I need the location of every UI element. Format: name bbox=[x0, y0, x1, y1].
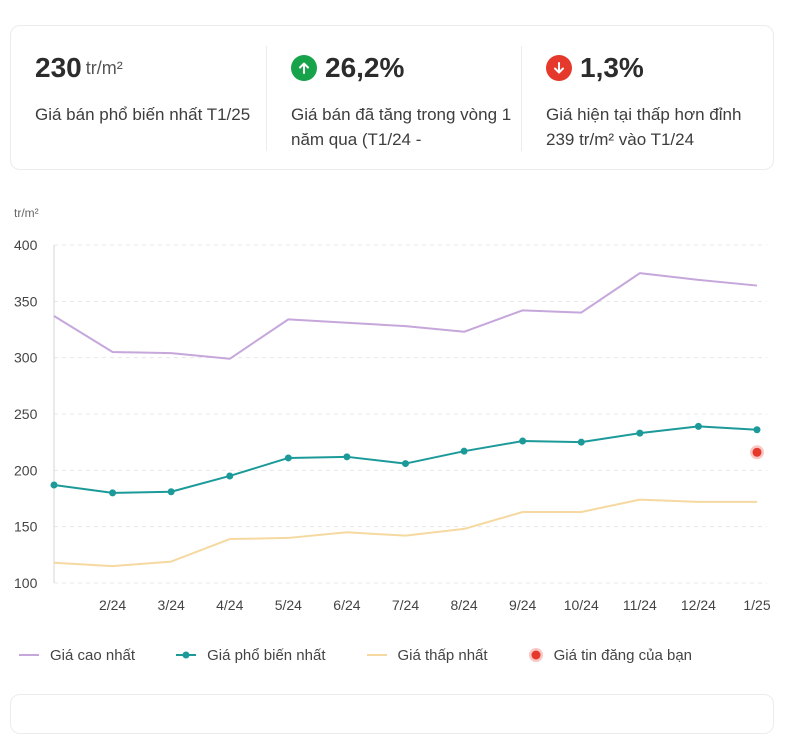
stat-unit: tr/m² bbox=[85, 57, 123, 78]
legend-item-lowest[interactable]: Giá thấp nhất bbox=[366, 647, 488, 664]
stat-value: 26,2% bbox=[325, 52, 405, 83]
arrow-down-icon bbox=[546, 55, 572, 81]
stat-value-row: 1,3% bbox=[546, 52, 644, 84]
stat-description-text: Giá bán đã tăng trong vòng 1 năm qua (T1… bbox=[291, 105, 512, 149]
stat-value: 1,3% bbox=[580, 52, 644, 83]
data-point-common bbox=[402, 460, 409, 468]
x-tick-label: 6/24 bbox=[333, 597, 360, 613]
stat-divider bbox=[521, 46, 522, 151]
y-tick-label: 250 bbox=[14, 406, 38, 422]
data-point-common bbox=[226, 472, 234, 480]
stat-common-price: 230 tr/m² Giá bán phổ biến nhất T1/25 bbox=[35, 26, 260, 171]
x-tick-label: 11/24 bbox=[623, 597, 657, 613]
y-tick-label: 350 bbox=[14, 293, 38, 309]
data-point-common bbox=[343, 453, 351, 461]
data-point-common bbox=[460, 447, 468, 455]
data-point-common bbox=[636, 429, 644, 437]
legend-swatch-lowest bbox=[366, 654, 387, 656]
price-stats-card: 230 tr/m² Giá bán phổ biến nhất T1/25 26… bbox=[10, 25, 774, 170]
data-point-common bbox=[284, 454, 292, 462]
legend-item-listing[interactable]: Giá tin đăng của bạn bbox=[528, 647, 692, 664]
stat-description-text: Giá bán phổ biến nhất T1/25 bbox=[35, 105, 251, 124]
stat-value-row: 230 tr/m² bbox=[35, 52, 123, 84]
data-point-common bbox=[694, 422, 702, 430]
series-line-common bbox=[53, 425, 758, 494]
x-tick-label: 3/24 bbox=[158, 597, 185, 613]
legend-label: Giá phổ biến nhất bbox=[207, 646, 326, 664]
data-point-common bbox=[577, 438, 585, 446]
series-line-highest bbox=[53, 272, 758, 360]
legend-item-highest[interactable]: Giá cao nhất bbox=[18, 647, 135, 664]
price-history-chart: tr/m² 100 150 200 250 300 350 400 2/24 3/24 4/24 5/… bbox=[14, 206, 771, 613]
x-tick-label: 10/24 bbox=[564, 597, 599, 613]
legend-swatch-highest bbox=[19, 654, 39, 656]
stat-price-increase: 26,2% Giá bán đã tăng trong vòng 1 năm q… bbox=[291, 26, 516, 171]
data-point-common bbox=[50, 481, 58, 489]
next-card bbox=[10, 694, 774, 734]
stat-divider bbox=[266, 46, 267, 151]
series-line-lowest bbox=[53, 498, 757, 568]
arrow-up-icon bbox=[291, 55, 317, 81]
data-point-common bbox=[109, 489, 117, 497]
listing-point bbox=[752, 447, 762, 457]
x-tick-label: 4/24 bbox=[216, 597, 243, 613]
legend-label: Giá cao nhất bbox=[50, 646, 136, 664]
legend-swatch-listing bbox=[528, 648, 543, 662]
legend-item-common[interactable]: Giá phổ biến nhất bbox=[175, 646, 326, 664]
stat-value-row: 26,2% bbox=[291, 52, 404, 84]
legend-swatch-common bbox=[176, 651, 197, 659]
x-tick-label: 7/24 bbox=[392, 597, 419, 613]
x-tick-label: 5/24 bbox=[275, 597, 302, 613]
chart-legend: Giá cao nhất Giá phổ biến nhất Giá thấp … bbox=[18, 644, 692, 666]
legend-label: Giá thấp nhất bbox=[397, 646, 488, 664]
y-tick-label: 400 bbox=[14, 237, 38, 253]
x-tick-label: 1/25 bbox=[743, 597, 770, 613]
x-tick-label: 9/24 bbox=[509, 597, 536, 613]
stat-description: Giá bán phổ biến nhất T1/25 bbox=[35, 102, 260, 127]
stat-description: Giá bán đã tăng trong vòng 1 năm qua (T1… bbox=[291, 102, 516, 152]
stat-description: Giá hiện tại thấp hơn đỉnh 239 tr/m² vào… bbox=[546, 102, 771, 152]
y-tick-label: 200 bbox=[14, 462, 38, 478]
y-tick-label: 300 bbox=[14, 350, 38, 366]
stat-below-peak: 1,3% Giá hiện tại thấp hơn đỉnh 239 tr/m… bbox=[546, 26, 771, 171]
data-point-common bbox=[167, 488, 175, 496]
x-tick-label: 2/24 bbox=[99, 597, 126, 613]
stat-value: 230 bbox=[35, 52, 82, 83]
legend-label: Giá tin đăng của bạn bbox=[553, 646, 693, 664]
y-tick-label: 100 bbox=[14, 575, 38, 591]
stat-description-text: Giá hiện tại thấp hơn đỉnh 239 tr/m² vào… bbox=[546, 105, 742, 149]
y-axis-label: tr/m² bbox=[14, 206, 39, 220]
data-point-common bbox=[753, 426, 761, 434]
data-point-common bbox=[519, 437, 527, 445]
x-tick-label: 12/24 bbox=[681, 597, 716, 613]
x-tick-label: 8/24 bbox=[450, 597, 477, 613]
y-tick-label: 150 bbox=[14, 519, 38, 535]
